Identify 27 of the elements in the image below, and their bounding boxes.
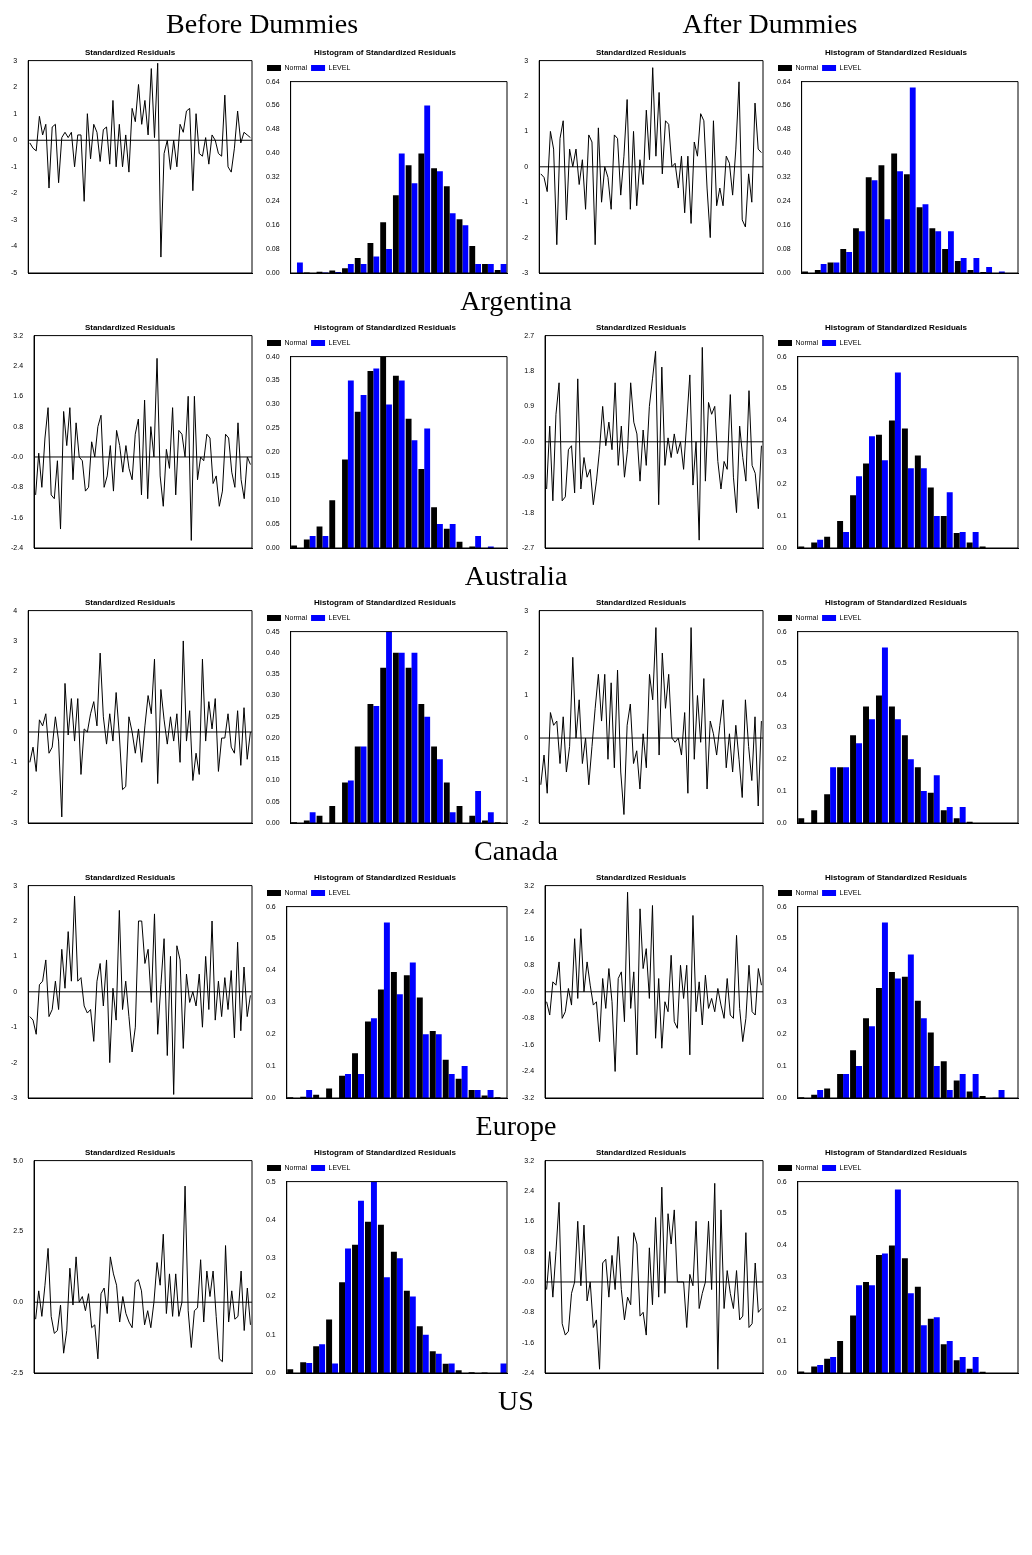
- chart-title: Standardized Residuals: [84, 1148, 176, 1157]
- chart-title: Histogram of Standardized Residuals: [825, 598, 968, 607]
- chart-title: Histogram of Standardized Residuals: [314, 873, 457, 882]
- text: Australia: [463, 559, 569, 593]
- chart-title: Standardized Residuals: [84, 323, 176, 332]
- chart-title: Histogram of Standardized Residuals: [314, 48, 457, 57]
- chart-title: Histogram of Standardized Residuals: [825, 48, 968, 57]
- chart-title: Standardized Residuals: [595, 598, 687, 607]
- chart-subtitle: Before Dummies: [164, 8, 360, 41]
- text: Europe: [474, 1109, 558, 1143]
- text: US: [497, 1384, 535, 1418]
- chart-title: Histogram of Standardized Residuals: [825, 1148, 968, 1157]
- chart-title: Histogram of Standardized Residuals: [825, 323, 968, 332]
- chart-title: Standardized Residuals: [84, 598, 176, 607]
- chart-title: Standardized Residuals: [84, 873, 176, 882]
- chart-title: Histogram of Standardized Residuals: [314, 323, 457, 332]
- text: Argentina: [459, 284, 573, 318]
- chart-title: Histogram of Standardized Residuals: [314, 598, 457, 607]
- text: Canada: [473, 834, 559, 868]
- chart-title: Standardized Residuals: [595, 1148, 687, 1157]
- chart-title: Histogram of Standardized Residuals: [825, 873, 968, 882]
- chart-title: Histogram of Standardized Residuals: [314, 1148, 457, 1157]
- chart-title: Standardized Residuals: [84, 48, 176, 57]
- chart-title: Standardized Residuals: [595, 873, 687, 882]
- chart-title: Standardized Residuals: [595, 48, 687, 57]
- chart-subtitle: After Dummies: [681, 8, 859, 41]
- chart-title: Standardized Residuals: [595, 323, 687, 332]
